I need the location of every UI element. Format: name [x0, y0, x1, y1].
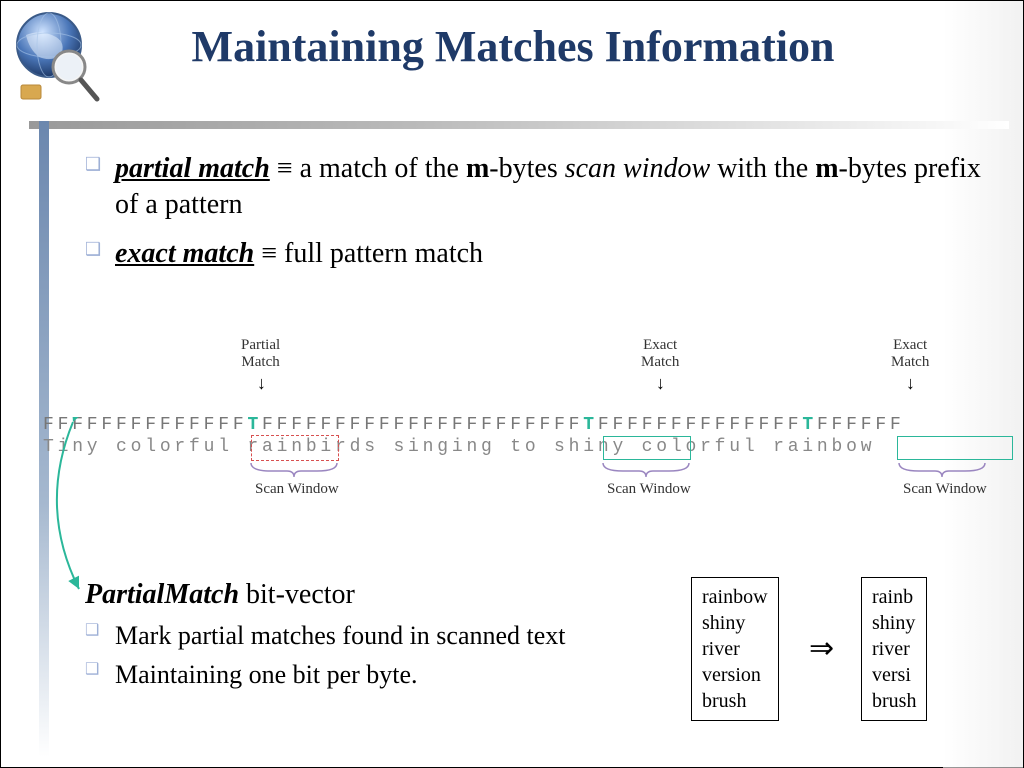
- bullet-partial-match: partial match ≡ a match of the m-bytes s…: [85, 151, 985, 224]
- label-partial-match: Partial Match: [241, 337, 280, 370]
- term-exact: exact match: [115, 238, 254, 269]
- pattern-item: brush: [702, 688, 768, 714]
- scan-window-label-1: Scan Window: [255, 481, 339, 498]
- pattern-item: rainb: [872, 584, 916, 610]
- scanned-text-row: Tiny colorful rainbirds singing to shiny…: [43, 437, 875, 457]
- arrow-down-icon: ↓: [655, 375, 666, 395]
- brace-icon: [897, 461, 987, 479]
- pattern-item: shiny: [702, 610, 768, 636]
- slide: Maintaining Matches Information partial …: [0, 0, 1024, 768]
- label-exact-match-1: Exact Match: [641, 337, 679, 370]
- arrow-down-icon: ↓: [905, 375, 916, 395]
- match-diagram: Partial Match ↓ Exact Match ↓ Exact Matc…: [41, 337, 1011, 537]
- definitions-block: partial match ≡ a match of the m-bytes s…: [85, 151, 985, 284]
- partialmatch-heading: PartialMatch bit-vector: [85, 576, 645, 614]
- pattern-item: rainbow: [702, 584, 768, 610]
- pattern-box-original: rainbow shiny river version brush: [691, 577, 779, 721]
- brace-icon: [249, 461, 339, 479]
- label-exact-match-2: Exact Match: [891, 337, 929, 370]
- pattern-item: brush: [872, 688, 916, 714]
- brace-icon: [601, 461, 691, 479]
- arrow-right-icon: ⇒: [809, 631, 834, 666]
- pattern-item: version: [702, 662, 768, 688]
- slide-title: Maintaining Matches Information: [1, 21, 1024, 72]
- bitvector-description: PartialMatch bit-vector Mark partial mat…: [85, 576, 645, 694]
- bullet-one-bit: Maintaining one bit per byte.: [85, 657, 645, 692]
- exact-match-box-1: [603, 436, 691, 460]
- exact-match-box-2: [897, 436, 1013, 460]
- pattern-item: river: [872, 636, 916, 662]
- bullet-exact-match: exact match ≡ full pattern match: [85, 236, 985, 272]
- horizontal-divider: [29, 121, 1009, 129]
- pattern-item: shiny: [872, 610, 916, 636]
- bullet-mark-partial: Mark partial matches found in scanned te…: [85, 618, 645, 653]
- pattern-item: river: [702, 636, 768, 662]
- scan-window-label-3: Scan Window: [903, 481, 987, 498]
- arrow-down-icon: ↓: [256, 375, 267, 395]
- partial-match-box: [251, 435, 339, 461]
- scan-window-label-2: Scan Window: [607, 481, 691, 498]
- bitvector-row: FFFFFFFFFFFFFFTFFFFFFFFFFFFFFFFFFFFFFTFF…: [43, 415, 905, 435]
- pattern-item: versi: [872, 662, 916, 688]
- term-partial: partial match: [115, 153, 270, 184]
- pattern-box-truncated: rainb shiny river versi brush: [861, 577, 927, 721]
